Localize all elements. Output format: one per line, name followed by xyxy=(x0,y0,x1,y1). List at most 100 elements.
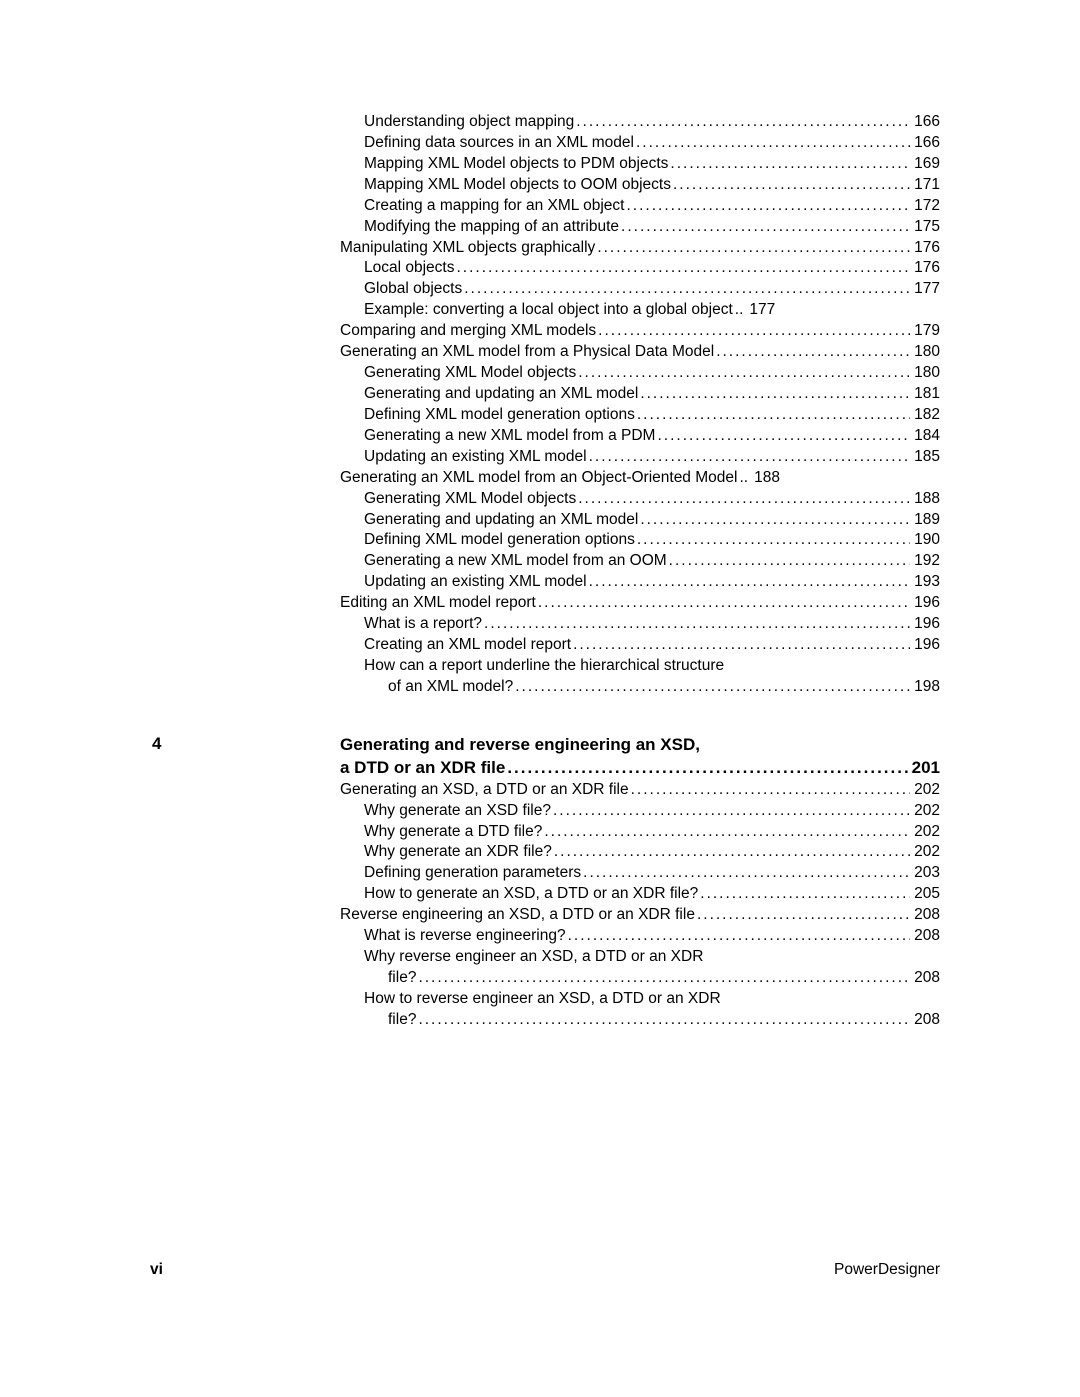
toc-entry-title: Understanding object mapping xyxy=(364,112,574,133)
toc-entry-page: 177 xyxy=(910,279,940,300)
leader-dots: ........................................… xyxy=(416,968,910,989)
toc-entry: Why generate a DTD file?................… xyxy=(364,822,940,843)
toc-entry-title: How to reverse engineer an XSD, a DTD or… xyxy=(364,989,721,1010)
toc-entry-title: Why generate a DTD file? xyxy=(364,822,542,843)
toc-entry-page: 179 xyxy=(910,321,940,342)
leader-dots: ........................................… xyxy=(671,175,910,196)
toc-entry-page: 192 xyxy=(910,551,940,572)
toc-entry: Why generate an XSD file?...............… xyxy=(364,801,940,822)
toc-entry: What is reverse engineering?............… xyxy=(364,926,940,947)
toc-entry-title: of an XML model? xyxy=(388,677,513,698)
toc-entry: file?...................................… xyxy=(388,1010,940,1031)
toc-entry-page: 202 xyxy=(910,801,940,822)
toc-entry-page: 169 xyxy=(910,154,940,175)
toc-entry-title: Generating an XSD, a DTD or an XDR file xyxy=(340,780,629,801)
leader-dots: ........................................… xyxy=(634,133,910,154)
footer-product: PowerDesigner xyxy=(834,1261,940,1279)
toc-entry-title: Local objects xyxy=(364,258,454,279)
toc-entry-title: Editing an XML model report xyxy=(340,593,536,614)
toc-entry-title: What is a report? xyxy=(364,614,482,635)
toc-entry-page: 196 xyxy=(910,614,940,635)
toc-entry-page: 180 xyxy=(910,342,940,363)
toc-entry-page: 202 xyxy=(910,780,940,801)
toc-entry: Reverse engineering an XSD, a DTD or an … xyxy=(340,905,940,926)
toc-block-1: Understanding object mapping............… xyxy=(340,112,940,698)
toc-entry-title: Defining XML model generation options xyxy=(364,530,635,551)
toc-entry-title: Mapping XML Model objects to PDM objects xyxy=(364,154,668,175)
toc-entry: of an XML model?........................… xyxy=(388,677,940,698)
toc-entry-page: 202 xyxy=(910,842,940,863)
leader-dots: ........................................… xyxy=(576,363,910,384)
toc-entry-page: 202 xyxy=(910,822,940,843)
toc-entry-title: Generating a new XML model from an OOM xyxy=(364,551,667,572)
toc-entry-page: 175 xyxy=(910,217,940,238)
leader-dots: ........................................… xyxy=(513,677,910,698)
toc-entry-title: Mapping XML Model objects to OOM objects xyxy=(364,175,671,196)
toc-entry: Mapping XML Model objects to OOM objects… xyxy=(364,175,940,196)
toc-entry-page: 177 xyxy=(745,300,775,321)
toc-entry: What is a report?.......................… xyxy=(364,614,940,635)
toc-entry: Updating an existing XML model..........… xyxy=(364,572,940,593)
toc-entry-title: Global objects xyxy=(364,279,462,300)
leader-dots: ........................................… xyxy=(416,1010,910,1031)
leader-dots: ........................................… xyxy=(536,593,910,614)
toc-entry: Generating a new XML model from a PDM...… xyxy=(364,426,940,447)
toc-entry-title: Updating an existing XML model xyxy=(364,572,587,593)
toc-entry-title: Generating an XML model from a Physical … xyxy=(340,342,714,363)
toc-entry: Defining data sources in an XML model...… xyxy=(364,133,940,154)
toc-entry-title: Manipulating XML objects graphically xyxy=(340,238,595,259)
toc-entry-page: 196 xyxy=(910,635,940,656)
leader-dots: ........................................… xyxy=(695,905,910,926)
leader-dots: ........................................… xyxy=(655,426,910,447)
toc-entry-page: 188 xyxy=(750,468,780,489)
leader-dots: ........................................… xyxy=(619,217,910,238)
leader-dots: ........................................… xyxy=(698,884,910,905)
leader-dots: ........................................… xyxy=(505,757,911,780)
toc-entry-page: 196 xyxy=(910,593,940,614)
chapter-title-line1: Generating and reverse engineering an XS… xyxy=(340,734,940,757)
toc-entry-title: file? xyxy=(388,968,416,989)
leader-dots: ........................................… xyxy=(625,196,911,217)
leader-dots: .. xyxy=(733,300,746,321)
toc-entry: Generating XML Model objects............… xyxy=(364,363,940,384)
leader-dots: ........................................… xyxy=(454,258,910,279)
toc-entry-page: 166 xyxy=(910,133,940,154)
toc-entry: How can a report underline the hierarchi… xyxy=(364,656,940,677)
toc-entry-title: Modifying the mapping of an attribute xyxy=(364,217,619,238)
toc-entry: Example: converting a local object into … xyxy=(364,300,940,321)
leader-dots: ........................................… xyxy=(587,572,911,593)
toc-entry: Generating a new XML model from an OOM..… xyxy=(364,551,940,572)
toc-entry-title: Defining XML model generation options xyxy=(364,405,635,426)
leader-dots: ........................................… xyxy=(552,842,910,863)
leader-dots: ........................................… xyxy=(566,926,911,947)
toc-entry-page: 184 xyxy=(910,426,940,447)
toc-entry: Comparing and merging XML models........… xyxy=(340,321,940,342)
toc-entry-title: Comparing and merging XML models xyxy=(340,321,596,342)
leader-dots: ........................................… xyxy=(574,112,910,133)
toc-entry: Editing an XML model report.............… xyxy=(340,593,940,614)
toc-entry-title: file? xyxy=(388,1010,416,1031)
toc-entry: Generating and updating an XML model....… xyxy=(364,384,940,405)
toc-entry-page: 188 xyxy=(910,489,940,510)
toc-entry-page: 185 xyxy=(910,447,940,468)
toc-entry-page: 176 xyxy=(910,258,940,279)
toc-entry-page: 190 xyxy=(910,530,940,551)
leader-dots: ........................................… xyxy=(581,863,910,884)
toc-block-2: Generating an XSD, a DTD or an XDR file.… xyxy=(340,780,940,1031)
toc-entry: Why reverse engineer an XSD, a DTD or an… xyxy=(364,947,940,968)
leader-dots: ........................................… xyxy=(714,342,910,363)
leader-dots: ........................................… xyxy=(482,614,910,635)
toc-entry: Defining generation parameters..........… xyxy=(364,863,940,884)
toc-entry-title: Reverse engineering an XSD, a DTD or an … xyxy=(340,905,695,926)
toc-entry: Manipulating XML objects graphically....… xyxy=(340,238,940,259)
leader-dots: ........................................… xyxy=(542,822,910,843)
toc-entry-page: 171 xyxy=(910,175,940,196)
toc-entry-title: What is reverse engineering? xyxy=(364,926,566,947)
toc-entry-title: Defining generation parameters xyxy=(364,863,581,884)
toc-entry-title: Why generate an XDR file? xyxy=(364,842,552,863)
toc-entry-title: Generating and updating an XML model xyxy=(364,510,638,531)
leader-dots: ........................................… xyxy=(629,780,911,801)
toc-entry-title: Creating a mapping for an XML object xyxy=(364,196,625,217)
leader-dots: ........................................… xyxy=(595,238,910,259)
toc-entry-title: Updating an existing XML model xyxy=(364,447,587,468)
